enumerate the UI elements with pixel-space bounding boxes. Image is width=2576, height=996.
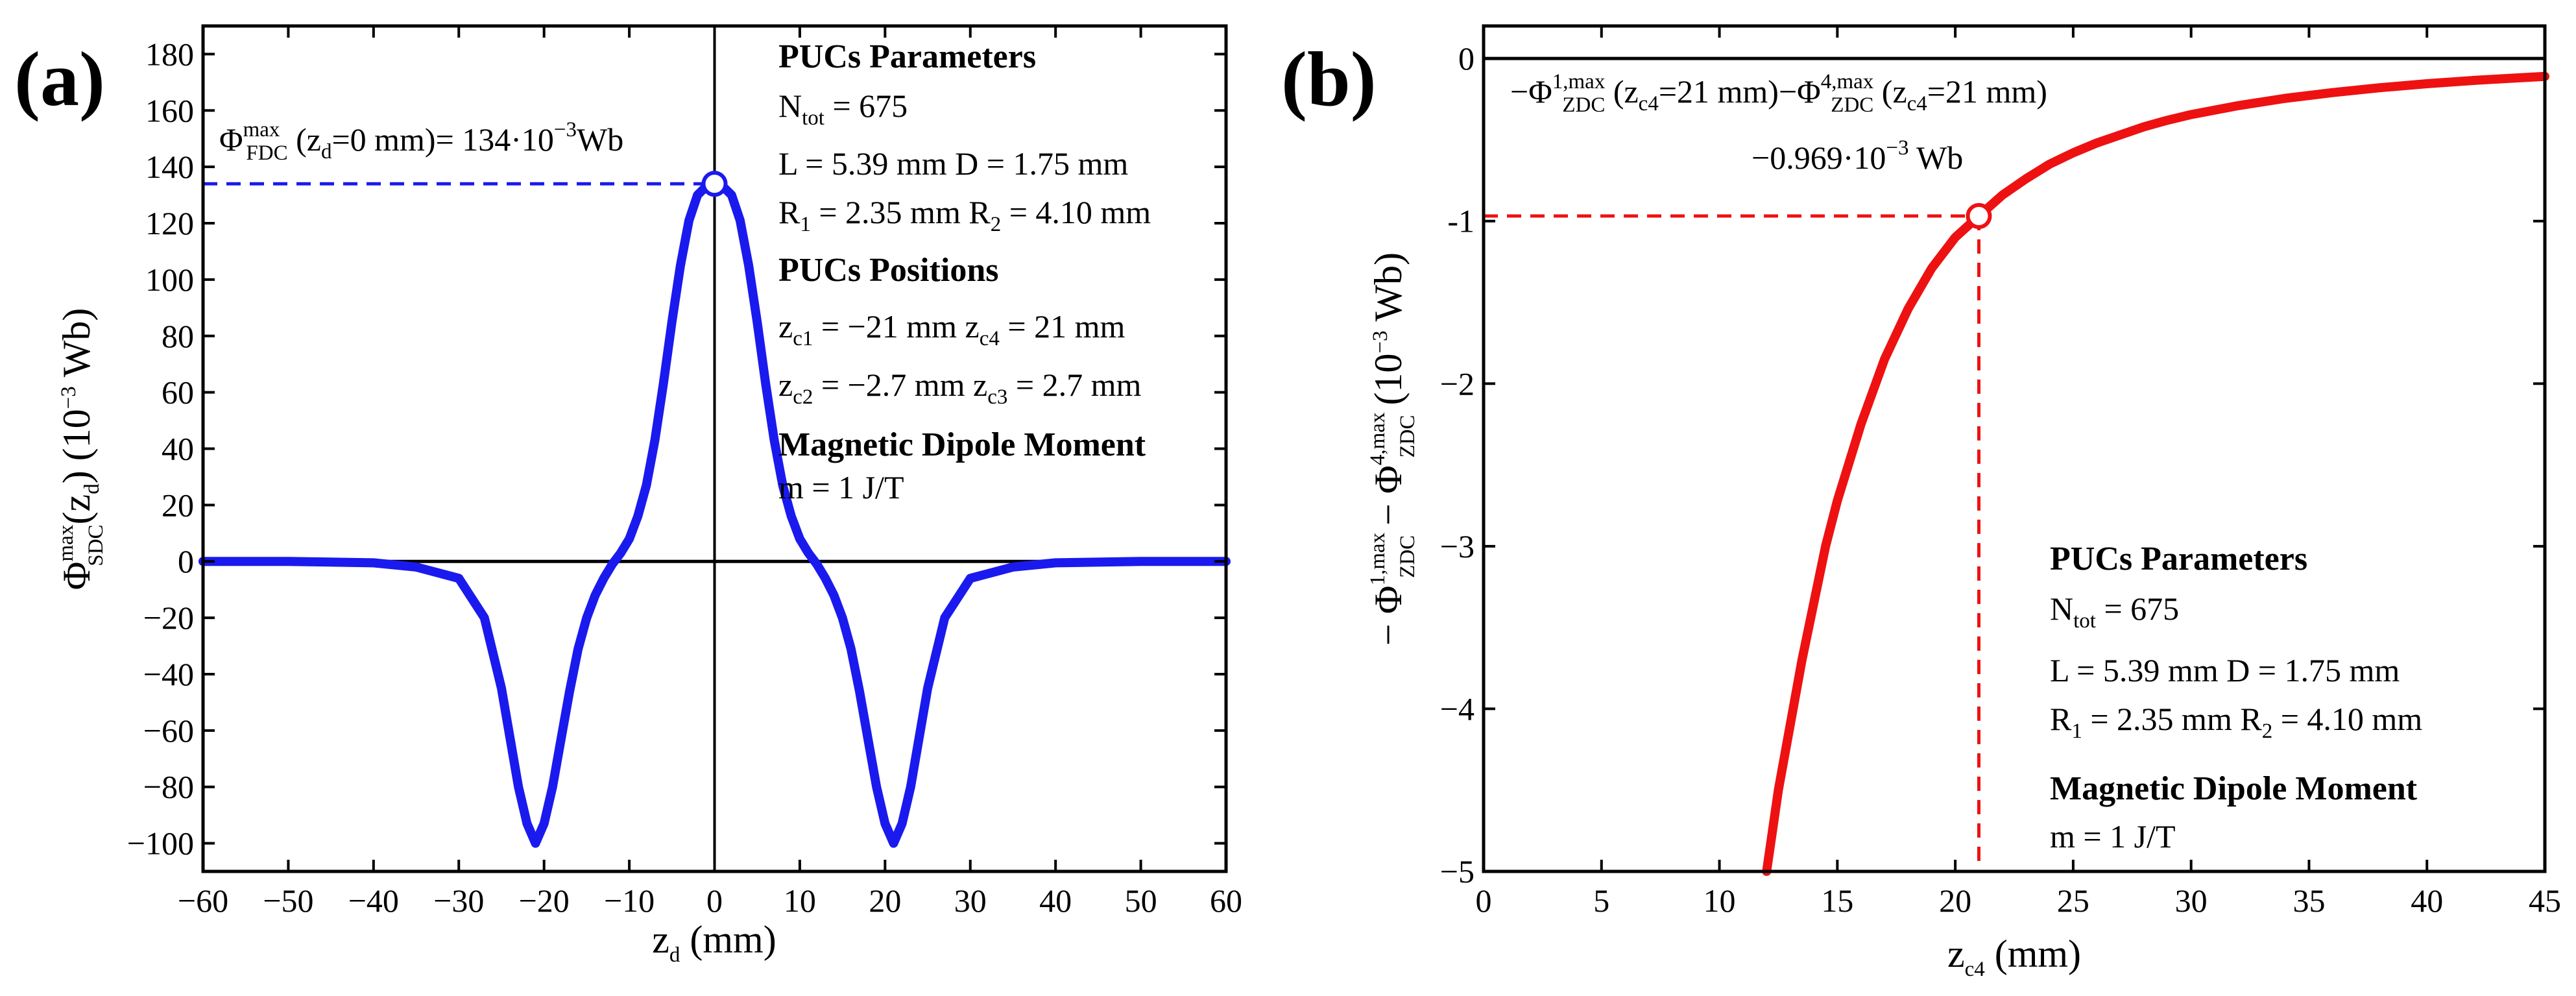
panel-b-series <box>1762 71 2549 876</box>
x-tick-label: 15 <box>1821 882 1853 919</box>
y-tick-label: −5 <box>1440 853 1475 890</box>
panel-a-x-ticks: −60 −50 −40 −30 −20 −10 0 10 20 30 40 50 60 <box>178 26 1242 919</box>
panel-a-box-ld: L = 5.39 mm D = 1.75 mm <box>778 145 1128 182</box>
y-tick-label: 160 <box>145 92 194 128</box>
panel-a-box-heading-moment: Magnetic Dipole Moment <box>778 426 1146 463</box>
panel-a-box-z1: zc1 = −21 mm zc4 = 21 mm <box>778 308 1125 350</box>
panel-b-box-ntot: Ntot = 675 <box>2050 590 2179 633</box>
x-tick-label: −20 <box>519 882 570 919</box>
panel-b-box-heading-moment: Magnetic Dipole Moment <box>2050 770 2418 807</box>
y-tick-label: 0 <box>178 543 194 579</box>
x-tick-label: 10 <box>784 882 816 919</box>
panel-b-x-axis-title: zc4 (mm) <box>1947 932 2081 981</box>
panel-a-box-radii: R1 = 2.35 mm R2 = 4.10 mm <box>778 194 1151 236</box>
panel-a-label: (a) <box>14 36 105 122</box>
panel-b-annotation-expression: −Φ1,max ZDC (zc4=21 mm)−Φ4,max ZDC (zc4=21… <box>1510 70 2047 117</box>
panel-a-box-z2: zc2 = −2.7 mm zc3 = 2.7 mm <box>778 367 1141 409</box>
x-tick-label: 25 <box>2057 882 2089 919</box>
y-tick-label: 140 <box>145 149 194 185</box>
panel-b-label: (b) <box>1281 36 1377 122</box>
panel-a-box-heading-params: PUCs Parameters <box>778 38 1036 75</box>
panel-b-annotation-value: −0.969·10−3 Wb <box>1751 136 1963 176</box>
panel-b-guide-lines <box>1484 214 1980 871</box>
panel-b-box-heading-params: PUCs Parameters <box>2050 541 2307 577</box>
panel-a-parameter-box: PUCs Parameters Ntot = 675 L = 5.39 mm D… <box>778 38 1151 505</box>
y-tick-label: 120 <box>145 205 194 241</box>
panel-a-y-axis-title: Φmax SDC(zd) (10−3 Wb) <box>54 308 108 590</box>
data-point-marker <box>1966 202 1992 229</box>
x-tick-label: 35 <box>2293 882 2325 919</box>
x-tick-label: 10 <box>1703 882 1736 919</box>
y-tick-label: −40 <box>143 656 194 692</box>
x-tick-label: 50 <box>1125 882 1157 919</box>
y-tick-label: −80 <box>143 769 194 805</box>
series-line <box>1762 71 2549 876</box>
panel-a-peak-marker <box>701 171 728 197</box>
y-tick-label: -1 <box>1447 203 1475 239</box>
x-tick-label: 30 <box>2175 882 2208 919</box>
panel-b-box-m: m = 1 J/T <box>2050 818 2175 855</box>
y-tick-label: 0 <box>1458 40 1475 77</box>
x-tick-label: 0 <box>1476 882 1492 919</box>
y-tick-label: −60 <box>143 712 194 749</box>
panel-a-box-ntot: Ntot = 675 <box>778 88 908 130</box>
y-tick-label: −20 <box>143 600 194 636</box>
x-tick-label: 20 <box>1939 882 1971 919</box>
x-tick-label: 30 <box>954 882 987 919</box>
panel-b-x-ticks: 0 5 10 15 20 25 30 35 40 45 <box>1476 26 2561 919</box>
x-tick-label: −10 <box>604 882 655 919</box>
panel-b-y-ticks: 0 -1 −2 −3 −4 −5 <box>1440 40 2545 890</box>
panel-b-plot-frame <box>1482 24 2547 873</box>
panel-b-box-radii: R1 = 2.35 mm R2 = 4.10 mm <box>2050 701 2422 743</box>
y-tick-label: −2 <box>1440 365 1475 402</box>
y-tick-label: 80 <box>162 318 194 354</box>
x-tick-label: 20 <box>869 882 901 919</box>
y-tick-label: −3 <box>1440 528 1475 565</box>
panel-a: (a) −60 −50 −40 −30 −20 −10 0 10 20 30 40 50 60 −100… <box>14 24 1242 967</box>
panel-a-box-m: m = 1 J/T <box>778 469 904 505</box>
x-tick-label: 45 <box>2529 882 2561 919</box>
x-tick-label: −30 <box>433 882 484 919</box>
y-tick-label: 40 <box>162 431 194 467</box>
y-tick-label: 20 <box>162 487 194 523</box>
panel-b: (b) 0 5 10 15 20 25 30 35 40 45 0 -1 −2 −3 −4 −5 zc4 (… <box>1281 24 2561 981</box>
panel-b-parameter-box: PUCs Parameters Ntot = 675 L = 5.39 mm D… <box>2050 541 2422 855</box>
x-tick-label: −40 <box>348 882 399 919</box>
y-tick-label: −100 <box>127 825 194 862</box>
panel-a-x-axis-title: zd (mm) <box>652 918 776 967</box>
panel-a-y-ticks: −100 −80 −60 −40 −20 0 20 40 60 80 100 120 140 160 180 <box>127 36 1226 862</box>
panel-a-box-heading-positions: PUCs Positions <box>778 252 998 289</box>
panel-a-peak-annotation: Φmax FDC (zd=0 mm)= 134·10−3Wb <box>219 118 623 165</box>
x-tick-label: 0 <box>706 882 723 919</box>
x-tick-label: 5 <box>1593 882 1609 919</box>
y-tick-label: 100 <box>145 261 194 298</box>
x-tick-label: −50 <box>263 882 313 919</box>
y-tick-label: −4 <box>1440 690 1475 727</box>
data-point-marker <box>701 171 728 197</box>
y-tick-label: 60 <box>162 374 194 411</box>
x-tick-label: 40 <box>1039 882 1072 919</box>
x-tick-label: −60 <box>178 882 228 919</box>
x-tick-label: 40 <box>2411 882 2443 919</box>
panel-b-y-axis-title: − Φ1,max ZDC − Φ4,max ZDC (10−3 Wb) <box>1366 252 1419 646</box>
y-tick-label: 180 <box>145 36 194 72</box>
x-tick-label: 60 <box>1210 882 1242 919</box>
panel-b-box-ld: L = 5.39 mm D = 1.75 mm <box>2050 652 2400 688</box>
panel-b-marker <box>1966 202 1992 229</box>
